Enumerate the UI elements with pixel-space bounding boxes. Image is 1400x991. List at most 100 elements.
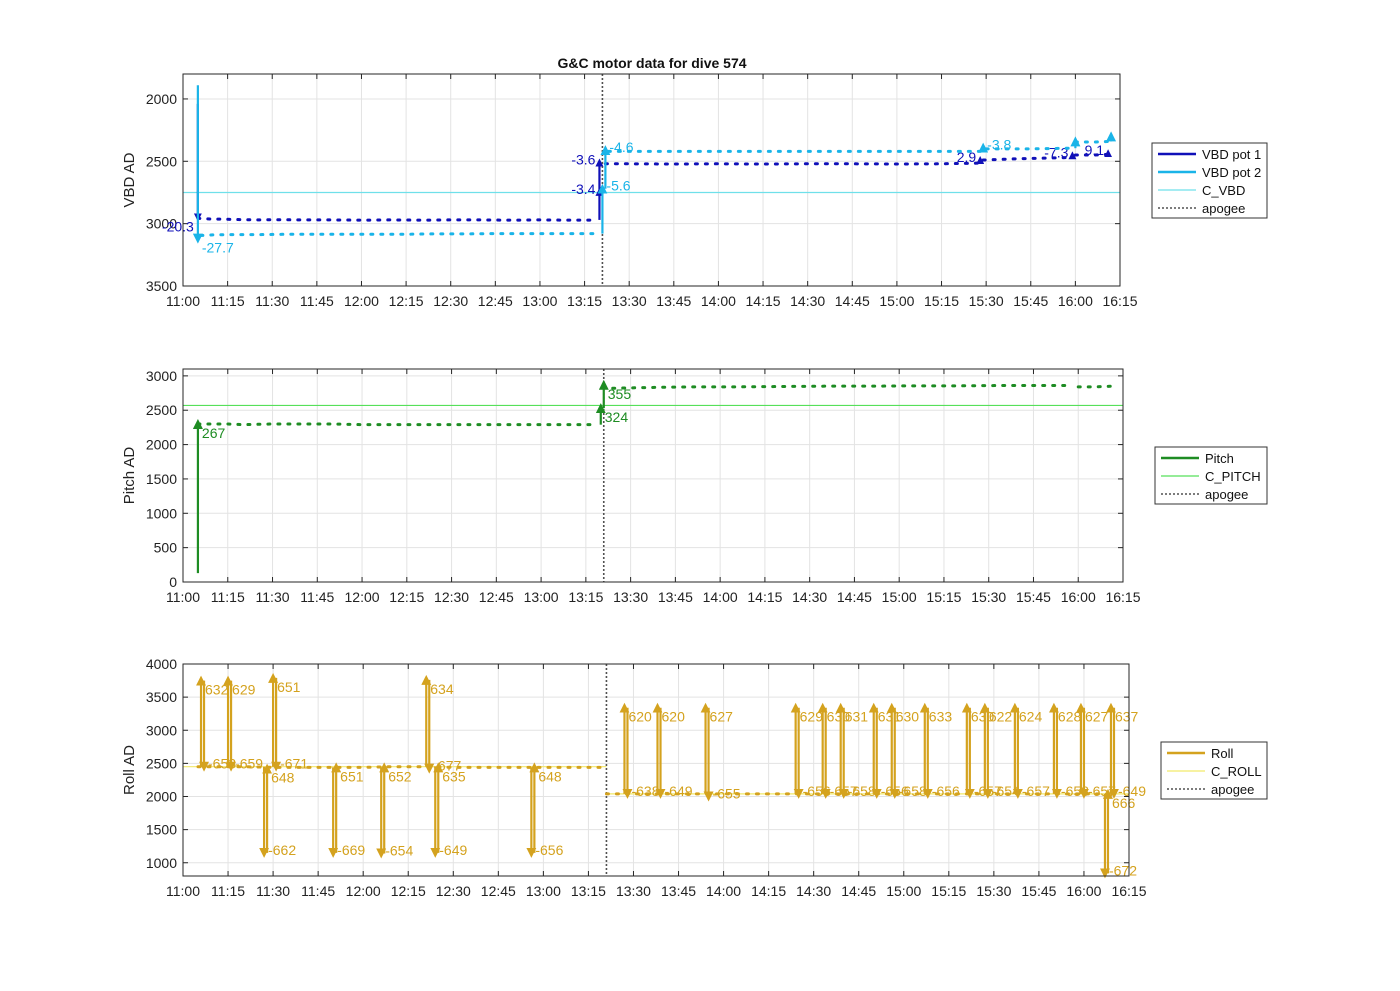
x-tick-label: 11:30: [256, 883, 290, 899]
x-tick-label: 11:15: [211, 589, 245, 605]
x-tick-label: 13:00: [526, 883, 561, 899]
y-tick-label: 1000: [146, 855, 177, 871]
data-label: 627: [710, 709, 734, 725]
series-line: [196, 422, 600, 427]
data-label: -3.4: [571, 181, 595, 197]
data-label: 635: [442, 768, 466, 784]
y-tick-label: 1000: [146, 505, 177, 521]
y-axis-label: VBD AD: [121, 152, 138, 207]
x-tick-label: 13:15: [567, 293, 602, 309]
x-tick-label: 13:45: [658, 589, 693, 605]
data-label: 648: [271, 770, 295, 786]
x-tick-label: 11:00: [166, 883, 200, 899]
y-tick-label: 2500: [146, 755, 177, 771]
grid: [182, 74, 1121, 287]
legend-label: apogee: [1205, 487, 1248, 502]
x-tick-label: 11:45: [300, 589, 334, 605]
data-label: -659: [235, 756, 263, 772]
x-tick-label: 12:00: [344, 293, 379, 309]
x-tick-label: 12:45: [481, 883, 516, 899]
data-label: 620: [662, 709, 686, 725]
data-label: 631: [845, 709, 869, 725]
data-label: 324: [605, 409, 629, 425]
x-tick-label: 11:15: [211, 883, 245, 899]
data-label: 634: [430, 681, 454, 697]
legend-label: apogee: [1202, 201, 1245, 216]
data-label: -654: [385, 842, 413, 858]
data-label: 627: [1085, 709, 1109, 725]
y-tick-label: 2000: [146, 789, 177, 805]
x-tick-label: 14:00: [701, 293, 736, 309]
x-tick-label: 14:30: [792, 589, 827, 605]
y-axis-label: Roll AD: [121, 745, 138, 795]
x-tick-label: 13:30: [612, 293, 647, 309]
plot-area: [183, 74, 1120, 286]
data-label: 633: [929, 709, 953, 725]
data-label: -657: [1022, 783, 1050, 799]
x-tick-label: 15:30: [971, 589, 1006, 605]
series-vbd-pot-2: -27.7 -5.6 -4.6 -3.8: [192, 85, 1117, 256]
x-tick-label: 14:15: [751, 883, 786, 899]
x-tick-label: 16:00: [1061, 589, 1096, 605]
series-line: [1076, 384, 1116, 389]
x-tick-label: 15:00: [879, 293, 914, 309]
x-tick-label: 12:30: [433, 293, 468, 309]
data-label: -649: [665, 783, 693, 799]
x-tick-label: 13:30: [616, 883, 651, 899]
data-label: -638: [631, 783, 659, 799]
panels: 11:00 11:15 11:30 11:45 12:00 12:15 12:30 12:45…: [121, 73, 1268, 899]
data-label: 632: [205, 682, 229, 698]
y-axis-label: Pitch AD: [121, 447, 138, 505]
x-tick-label: 15:00: [882, 589, 917, 605]
data-label: -658: [899, 783, 927, 799]
legend-label: apogee: [1211, 782, 1254, 797]
x-tick-label: 15:30: [976, 883, 1011, 899]
data-label: 624: [1019, 709, 1043, 725]
x-tick-label: 14:30: [790, 293, 825, 309]
series-roll: 632-653629-659-662651-671648-669651-6546…: [196, 672, 1146, 879]
x-tick-label: 13:15: [568, 589, 603, 605]
x-tick-label: 15:30: [969, 293, 1004, 309]
x-tick-label: 15:45: [1013, 293, 1048, 309]
data-label: 651: [277, 679, 301, 695]
y-tick-label: 0: [169, 574, 177, 590]
data-label: -671: [280, 756, 308, 772]
x-tick-label: 11:30: [256, 589, 290, 605]
series-line: [611, 383, 1074, 390]
data-label: -672: [1109, 862, 1137, 878]
x-tick-label: 12:15: [389, 589, 424, 605]
y-tick-label: 2500: [146, 153, 177, 169]
series-line: [984, 146, 1074, 151]
data-label: -656: [535, 842, 563, 858]
legend-label: C_ROLL: [1211, 764, 1262, 779]
data-label: -5.6: [606, 178, 630, 194]
legend-box: [1151, 142, 1268, 219]
data-label: -3.6: [571, 152, 595, 168]
data-label: -3.8: [987, 137, 1011, 153]
x-tick-label: 13:15: [571, 883, 606, 899]
x-tick-label: 11:45: [300, 293, 334, 309]
y-tick-label: 1500: [146, 471, 177, 487]
data-label: 2.9: [957, 149, 977, 165]
data-label: -20.3: [162, 218, 194, 234]
y-tick-label: 4000: [146, 656, 177, 672]
data-label: -649: [1118, 783, 1146, 799]
y-tick-label: 3000: [146, 216, 177, 232]
y-tick-label: 500: [154, 540, 178, 556]
y-tick-label: 3500: [146, 278, 177, 294]
y-tick-label: 1500: [146, 822, 177, 838]
legend-label: C_PITCH: [1205, 469, 1261, 484]
x-tick-label: 16:15: [1111, 883, 1146, 899]
x-tick-label: 13:00: [524, 589, 559, 605]
data-label: 651: [340, 768, 364, 784]
data-label: 637: [1115, 709, 1139, 725]
x-tick-label: 13:45: [661, 883, 696, 899]
x-tick-label: 12:15: [391, 883, 426, 899]
data-label: 652: [388, 768, 412, 784]
x-tick-label: 16:15: [1105, 589, 1140, 605]
